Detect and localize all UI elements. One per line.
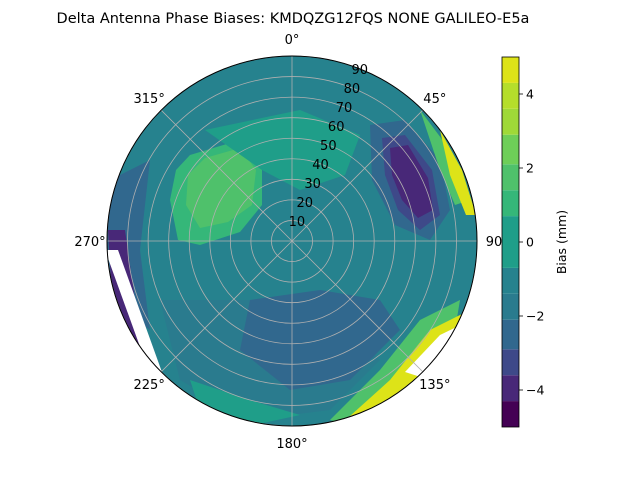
radial-tick-label: 70 <box>336 101 353 116</box>
colorbar-band <box>502 375 519 402</box>
colorbar-band <box>502 349 519 376</box>
colorbar-tick-label: −2 <box>526 309 544 324</box>
colorbar-tick-label: 2 <box>526 161 534 176</box>
angular-tick-labels: 0° 45° 90 135° 180° 225° 270° 315° <box>74 33 502 452</box>
grid-spoke-45 <box>291 109 424 242</box>
angular-tick-label: 270° <box>74 235 105 250</box>
polar-frame <box>106 55 478 427</box>
colorbar-band <box>502 164 519 191</box>
colorbar: −4 −2 0 2 4 Bias (mm) <box>501 56 569 428</box>
radial-tick-label: 40 <box>312 158 329 173</box>
contour-region-upper-teal <box>205 110 360 190</box>
angular-tick-label: 315° <box>134 92 165 107</box>
contour-region-no-data-sw <box>107 250 172 402</box>
angular-tick-label: 225° <box>134 378 165 393</box>
colorbar-tick-label: 4 <box>526 87 534 102</box>
colorbar-band <box>502 190 519 217</box>
polar-plot-area: 10 20 30 40 50 60 70 80 90 0° 45° 90 135° 180° 225° 27… <box>74 33 502 452</box>
chart-title: Delta Antenna Phase Biases: KMDQZG12FQS … <box>57 11 530 27</box>
contour-region-rim-se <box>330 300 460 425</box>
colorbar-ticks: −4 −2 0 2 4 <box>519 87 544 398</box>
angular-tick-label: 90 <box>486 235 503 250</box>
colorbar-band <box>502 57 519 83</box>
angular-tick-label: 0° <box>285 33 300 48</box>
radial-tick-labels: 10 20 30 40 50 60 70 80 90 <box>289 63 368 230</box>
colorbar-band <box>502 401 519 427</box>
angular-tick-label: 135° <box>419 378 450 393</box>
angular-tick-label: 45° <box>423 92 446 107</box>
radial-tick-label: 20 <box>296 196 313 211</box>
contour-region-dark-ne-3 <box>390 145 433 218</box>
colorbar-band <box>502 82 519 109</box>
colorbar-band <box>502 319 519 350</box>
angular-tick-label: 180° <box>276 437 307 452</box>
colorbar-band <box>502 267 519 294</box>
colorbar-band <box>502 293 519 320</box>
grid-spoke-135 <box>291 240 424 373</box>
colorbar-tick-label: −4 <box>526 383 544 398</box>
radial-tick-label: 30 <box>304 177 321 192</box>
radial-tick-label: 90 <box>352 63 369 78</box>
grid-spoke-315 <box>160 109 293 242</box>
contour-region-blob-left-inner <box>186 148 256 228</box>
colorbar-band <box>502 134 519 165</box>
colorbar-tick-label: 0 <box>526 235 534 250</box>
radial-tick-label: 60 <box>328 120 345 135</box>
grid-spoke-225 <box>160 240 293 373</box>
polar-grid <box>106 55 478 427</box>
radial-tick-label: 80 <box>344 82 361 97</box>
radial-tick-label: 10 <box>289 215 306 230</box>
colorbar-bands <box>502 57 519 427</box>
colorbar-label: Bias (mm) <box>554 210 569 274</box>
radial-tick-label: 50 <box>320 139 337 154</box>
contour-region-rim-ne-yellow <box>440 130 476 215</box>
colorbar-band <box>502 216 519 268</box>
colorbar-band <box>502 108 519 135</box>
